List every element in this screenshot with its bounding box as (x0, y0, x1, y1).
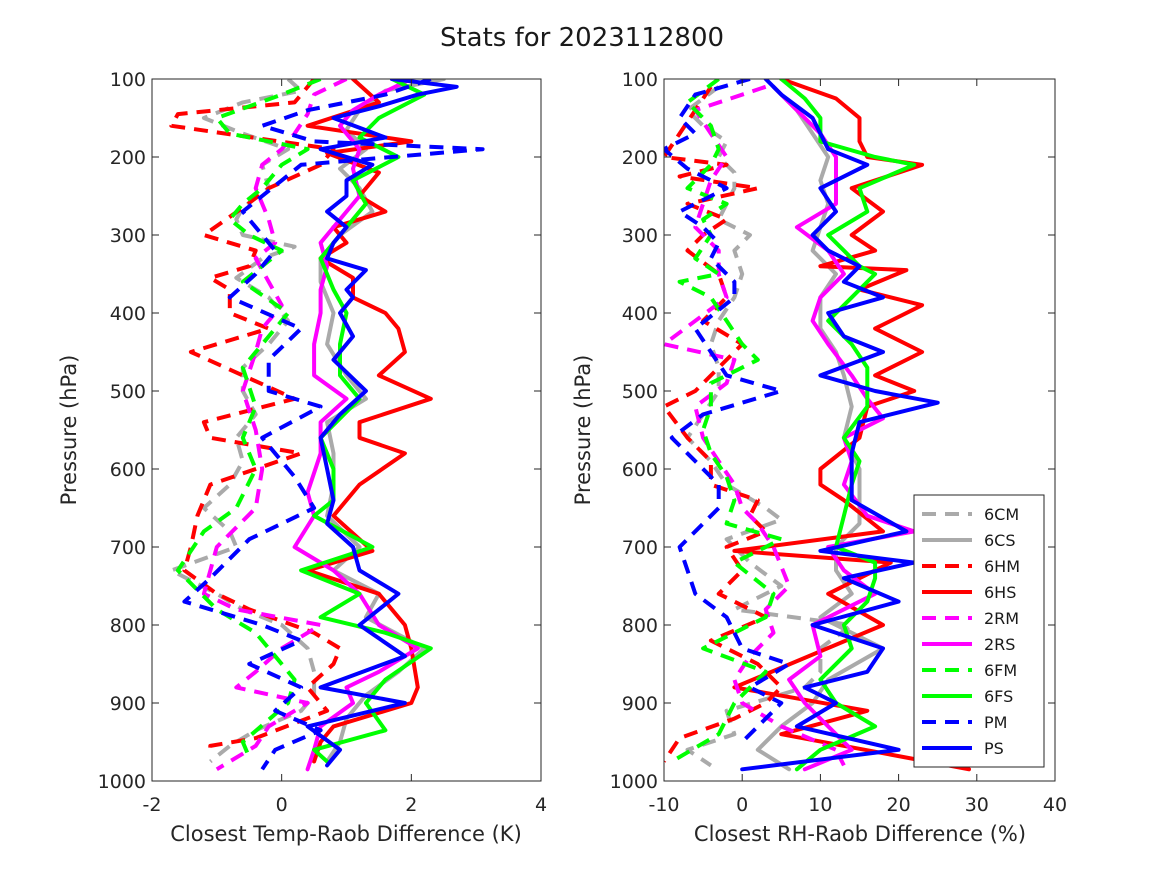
rh-ytick-label: 300 (622, 225, 658, 247)
rh-ytick-label: 500 (622, 381, 658, 403)
temp-ytick-label: 500 (110, 381, 146, 403)
temp-series-2rs (292, 79, 420, 772)
legend: 6CM 6CS 6HM 6HS 2RM 2RS 6FM 6FS PM PS (913, 494, 1045, 768)
temp-series-group (169, 79, 485, 772)
rh-ytick-label: 1000 (610, 771, 658, 793)
rh-series-2rm (664, 84, 846, 767)
temp-series-6fm (175, 79, 322, 759)
rh-ytick-label: 200 (622, 147, 658, 169)
rh-series-pm (664, 79, 792, 744)
temp-ytick-label: 600 (110, 459, 146, 481)
temp-series-ps (305, 79, 459, 768)
rh-series-6fs (779, 79, 917, 772)
rh-xtick-label: 40 (1043, 794, 1067, 816)
rh-series-group (664, 79, 971, 772)
temp-y-axis-label: Pressure (hPa) (57, 355, 81, 506)
temp-x-axis-label: Closest Temp-Raob Difference (K) (170, 822, 522, 846)
temp-ytick-label: 1000 (98, 771, 146, 793)
temp-xtick-label: -2 (143, 794, 162, 816)
legend-label-2rm: 2RM (984, 609, 1019, 628)
temp-ytick-label: 900 (110, 693, 146, 715)
rh-xtick-label: 0 (736, 794, 748, 816)
rh-series-ps (740, 79, 940, 772)
rh-series-6fm (670, 79, 784, 764)
legend-label-ps: PS (984, 739, 1004, 758)
legend-label-pm: PM (984, 713, 1007, 732)
rh-series-6hs (732, 79, 971, 772)
rh-axes-box (663, 78, 1056, 782)
temp-ytick-label: 100 (110, 69, 146, 91)
temp-ytick-label: 700 (110, 537, 146, 559)
temp-ytick-label: 300 (110, 225, 146, 247)
legend-label-6hs: 6HS (984, 583, 1016, 602)
legend-label-2rs: 2RS (984, 635, 1015, 654)
rh-xtick-label: 10 (808, 794, 832, 816)
figure-title: Stats for 2023112800 (440, 23, 724, 53)
temp-xtick-label: 0 (276, 794, 288, 816)
rh-xtick-label: 30 (965, 794, 989, 816)
legend-label-6fs: 6FS (984, 687, 1013, 706)
rh-ytick-label: 600 (622, 459, 658, 481)
rh-ytick-label: 800 (622, 615, 658, 637)
temp-difference-panel: Closest Temp-Raob Difference (K) Pressur… (57, 69, 547, 846)
rh-x-axis-label: Closest RH-Raob Difference (%) (694, 822, 1026, 846)
temp-ytick-label: 200 (110, 147, 146, 169)
legend-label-6cm: 6CM (984, 505, 1019, 524)
temp-ytick-label: 800 (110, 615, 146, 637)
rh-xtick-label: 20 (887, 794, 911, 816)
temp-xtick-label: 2 (405, 794, 417, 816)
legend-label-6hm: 6HM (984, 557, 1020, 576)
temp-axes-box (151, 78, 542, 782)
legend-label-6fm: 6FM (984, 661, 1017, 680)
rh-ytick-label: 400 (622, 303, 658, 325)
rh-xtick-label: -10 (648, 794, 679, 816)
rh-ytick-label: 700 (622, 537, 658, 559)
temp-ytick-label: 400 (110, 303, 146, 325)
temp-xtick-label: 4 (535, 794, 547, 816)
legend-label-6cs: 6CS (984, 531, 1016, 550)
temp-series-2rm (201, 79, 348, 772)
legend-box (913, 494, 1045, 768)
rh-series-2rs (771, 84, 917, 772)
temp-series-pm (182, 79, 485, 771)
rh-y-axis-label: Pressure (hPa) (571, 355, 595, 506)
rh-ytick-label: 900 (622, 693, 658, 715)
rh-ytick-label: 100 (622, 69, 658, 91)
rh-difference-panel: Closest RH-Raob Difference (%) Pressure … (571, 69, 1067, 846)
